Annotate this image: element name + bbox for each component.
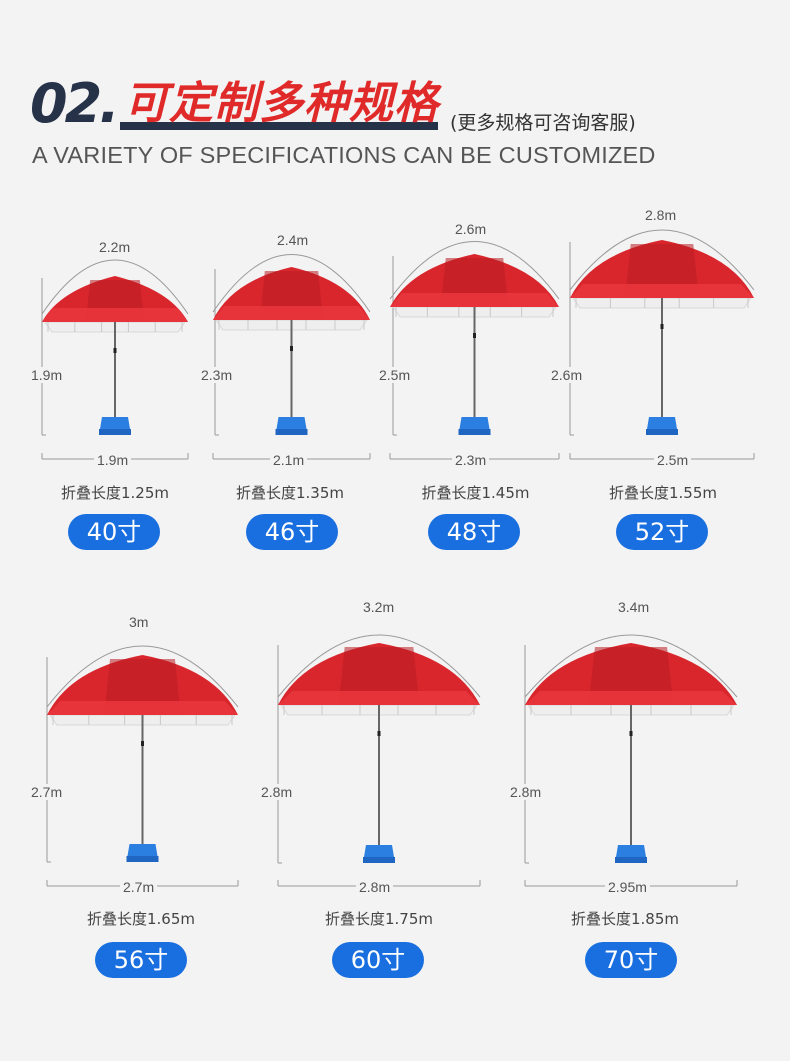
umbrella-card: 2.6m 2.5m 2.3m 折叠长度1.45m 48寸 xyxy=(376,215,563,560)
umbrella-card: 2.2m 1.9m 1.9m 折叠长度1.25m 40寸 xyxy=(28,230,200,560)
umbrella-illustration xyxy=(277,634,481,887)
diameter-arc xyxy=(389,241,560,300)
umbrella-card: 3.4m 2.8m 2.95m 折叠长度1.85m 70寸 xyxy=(505,595,745,990)
diameter-arc xyxy=(569,229,755,291)
umbrella-illustration xyxy=(569,229,755,460)
umbrella-base-bottom xyxy=(615,857,647,863)
umbrella-base-bottom xyxy=(126,856,159,862)
umbrella-illustration xyxy=(46,645,239,887)
canopy-flap xyxy=(213,306,370,320)
section-title: 可定制多种规格 xyxy=(124,78,439,129)
umbrella-base-bottom xyxy=(275,429,308,435)
umbrella-card: 3m 2.7m 2.7m 折叠长度1.65m 56寸 xyxy=(28,610,250,990)
diameter-label: 2.6m xyxy=(452,221,490,237)
width-label: 1.9m xyxy=(94,452,132,468)
umbrella-illustration xyxy=(41,259,189,460)
english-caption: A VARIETY OF SPECIFICATIONS CAN BE CUSTO… xyxy=(32,142,656,168)
height-label: 2.5m xyxy=(376,367,414,383)
height-label: 1.9m xyxy=(28,367,66,383)
pole-lock xyxy=(377,731,381,736)
diameter-arc xyxy=(212,254,371,313)
umbrella-base-bottom xyxy=(99,429,131,435)
diameter-label: 2.8m xyxy=(642,207,680,223)
size-button-40[interactable]: 40寸 xyxy=(68,514,160,550)
size-button-60[interactable]: 60寸 xyxy=(332,942,424,978)
height-label: 2.7m xyxy=(28,784,66,800)
canopy-flap xyxy=(390,293,559,307)
pole-lock xyxy=(660,324,664,329)
folded-length-label: 折叠长度1.25m xyxy=(60,484,169,502)
pole-lock xyxy=(629,731,633,736)
canopy-center-panel xyxy=(588,647,674,705)
diameter-label: 3m xyxy=(126,614,152,630)
width-label: 2.7m xyxy=(120,879,158,895)
diameter-label: 2.2m xyxy=(96,239,134,255)
size-button-70[interactable]: 70寸 xyxy=(585,942,677,978)
size-button-46[interactable]: 46寸 xyxy=(246,514,338,550)
pole-lock xyxy=(473,333,476,338)
canopy-flap xyxy=(570,284,754,298)
diameter-label: 3.2m xyxy=(360,599,398,615)
width-label: 2.1m xyxy=(270,452,308,468)
size-button-56[interactable]: 56寸 xyxy=(95,942,187,978)
pole-lock xyxy=(141,741,144,746)
section-number: 02. xyxy=(30,72,120,135)
height-label: 2.8m xyxy=(507,784,545,800)
canopy-center-panel xyxy=(338,647,420,705)
diameter-arc xyxy=(277,634,481,698)
folded-length-label: 折叠长度1.35m xyxy=(235,484,344,502)
diameter-label: 3.4m xyxy=(615,599,653,615)
section-subtitle: (更多规格可咨询客服) xyxy=(450,112,636,134)
header: 02. 可定制多种规格 (更多规格可咨询客服) A VARIETY OF SPE… xyxy=(0,0,790,180)
umbrella-illustration xyxy=(389,241,560,460)
width-label: 2.8m xyxy=(356,879,394,895)
canopy-flap xyxy=(525,691,737,705)
umbrella-card: 2.4m 2.3m 2.1m 折叠长度1.35m 46寸 xyxy=(198,230,380,560)
width-label: 2.5m xyxy=(654,452,692,468)
pole-lock xyxy=(113,348,117,353)
width-label: 2.3m xyxy=(452,452,490,468)
canopy-flap xyxy=(42,308,188,322)
canopy-flap xyxy=(278,691,480,705)
pole-lock xyxy=(290,346,293,351)
width-label: 2.95m xyxy=(605,879,650,895)
umbrella-illustration xyxy=(524,634,738,887)
umbrella-card: 2.8m 2.6m 2.5m 折叠长度1.55m 52寸 xyxy=(548,205,763,560)
height-label: 2.6m xyxy=(548,367,586,383)
folded-length-label: 折叠长度1.85m xyxy=(570,910,679,928)
folded-length-label: 折叠长度1.75m xyxy=(324,910,433,928)
folded-length-label: 折叠长度1.65m xyxy=(86,910,195,928)
umbrella-card: 3.2m 2.8m 2.8m 折叠长度1.75m 60寸 xyxy=(258,595,485,990)
umbrella-base-bottom xyxy=(363,857,395,863)
diameter-label: 2.4m xyxy=(274,232,312,248)
umbrella-illustration xyxy=(212,254,371,460)
size-button-48[interactable]: 48寸 xyxy=(428,514,520,550)
folded-length-label: 折叠长度1.45m xyxy=(421,484,530,502)
folded-length-label: 折叠长度1.55m xyxy=(608,484,717,502)
size-button-52[interactable]: 52寸 xyxy=(616,514,708,550)
title-underline-bar xyxy=(120,122,438,130)
diameter-arc xyxy=(41,259,189,315)
canopy-flap xyxy=(47,701,238,715)
diameter-arc xyxy=(46,645,239,708)
height-label: 2.8m xyxy=(258,784,296,800)
diameter-arc xyxy=(524,634,738,698)
umbrella-base-bottom xyxy=(646,429,678,435)
height-label: 2.3m xyxy=(198,367,236,383)
umbrella-base-bottom xyxy=(458,429,491,435)
